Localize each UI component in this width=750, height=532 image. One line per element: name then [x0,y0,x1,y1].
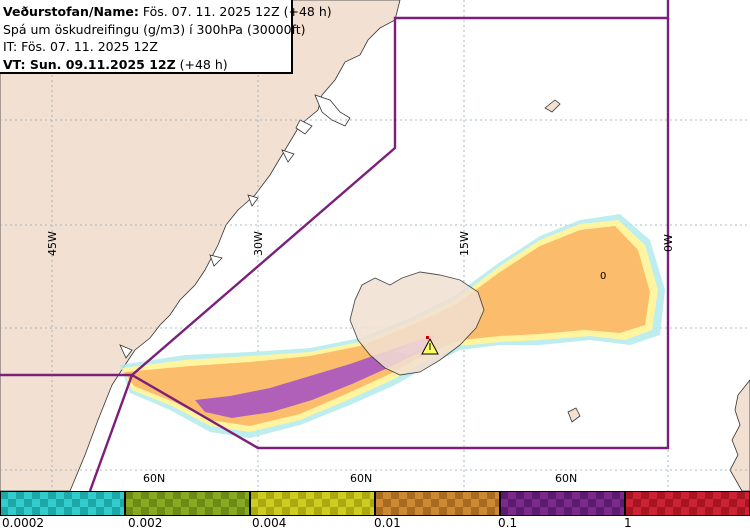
legend-separator [499,491,501,516]
valid-time-label: VT: Sun. 09.11.2025 12Z [3,56,176,72]
legend-bin-2 [250,491,375,516]
legend-label-2: 0.004 [252,516,287,530]
legend-separator [374,491,376,516]
greenland-fjords [119,94,351,359]
issuer-label: Veðurstofan/Name: [3,4,139,19]
issue-time: Fös. 07. 11. 2025 12Z (+48 h) [138,4,332,19]
legend-bin-5 [625,491,750,516]
ash-concentration-orange [124,226,650,426]
fir-boundary [0,0,670,491]
legend-label-3: 0.01 [374,516,401,530]
ash-concentration-purple [195,338,432,418]
initial-time: IT: Fös. 07. 11. 2025 12Z [3,39,158,54]
iceland-land [349,271,485,376]
faroe-islands [567,407,581,423]
volcano-warning-triangle-icon [421,336,439,355]
lon-label-15w: 15W [458,231,471,256]
legend-separator [124,491,126,516]
valid-time-offset: (+48 h) [175,56,228,72]
island-ne [544,99,561,113]
concentration-legend: 0.0002 0.002 0.004 0.01 0.1 1 [0,491,750,532]
legend-color-bar [0,491,750,516]
legend-label-5: 1 [624,516,632,530]
legend-label-4: 0.1 [498,516,518,530]
legend-separator [624,491,626,516]
lat-label-2: 60N [350,472,372,485]
legend-bin-4 [500,491,625,516]
legend-label-0: 0.0002 [2,516,44,530]
lon-label-0w: 0W [662,234,675,252]
norway-coast [729,379,750,491]
legend-bin-0 [0,491,125,516]
valid-time-line: VT: Sun. 09.11.2025 12Z (+48 h) [3,56,291,74]
lat-label-3: 60N [555,472,577,485]
forecast-description: Spá um öskudreifingu (g/m3) í 300hPa (30… [3,21,306,37]
legend-bin-3 [375,491,500,516]
legend-bin-1 [125,491,250,516]
lon-label-45w: 45W [46,231,59,256]
legend-label-1: 0.002 [128,516,163,530]
forecast-title-line: Veðurstofan/Name: Fös. 07. 11. 2025 12Z … [3,3,332,21]
legend-separator [249,491,251,516]
contour-label: 0 [600,271,606,282]
forecast-info-box: Veðurstofan/Name: Fös. 07. 11. 2025 12Z … [0,0,332,74]
lon-label-30w: 30W [252,231,265,256]
lat-label-1: 60N [143,472,165,485]
